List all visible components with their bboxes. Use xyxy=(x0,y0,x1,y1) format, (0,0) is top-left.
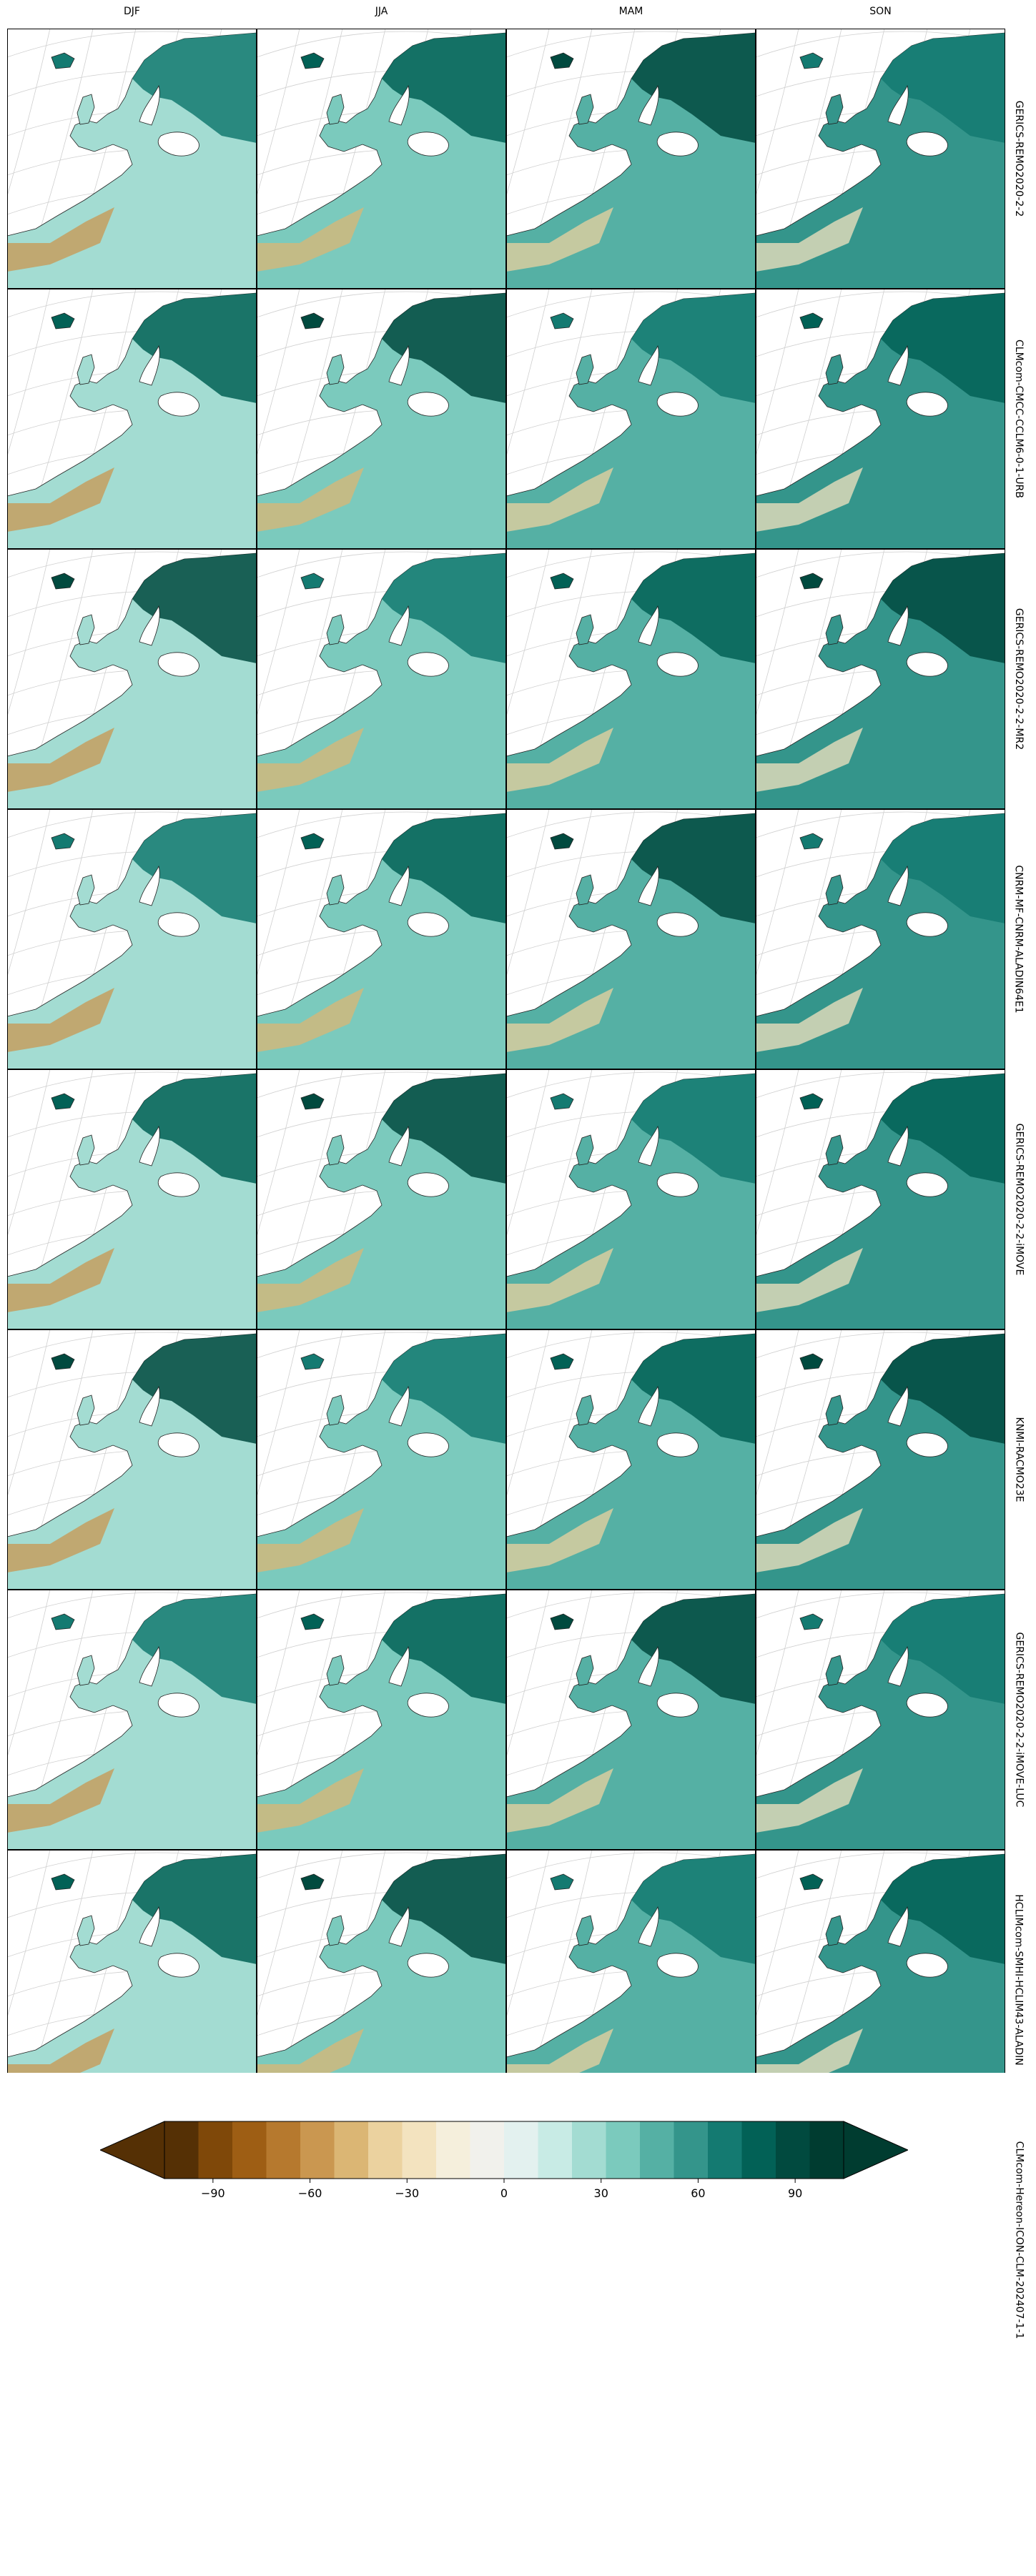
panel-clmcom-cmcc-cclm6-0-1-urb-mam xyxy=(506,289,756,549)
panel-gerics-remo2020-2-2-mam xyxy=(506,29,756,289)
colorbar-segment xyxy=(606,2121,641,2179)
panel-gerics-remo2020-2-2-imove-jja xyxy=(257,1069,506,1329)
colorbar-tick-label: −30 xyxy=(395,2186,419,2200)
colorbar-extend-max xyxy=(843,2121,908,2179)
panel-cnrm-mf-cnrm-aladin64e1-djf xyxy=(7,809,257,1069)
column-title-jja: JJA xyxy=(375,6,388,17)
panel-gerics-remo2020-2-2-imove-luc-mam xyxy=(506,1590,756,1850)
panel-gerics-remo2020-2-2-jja xyxy=(257,29,506,289)
panel-cnrm-mf-cnrm-aladin64e1-mam xyxy=(506,809,756,1069)
colorbar-tick-label: 30 xyxy=(594,2186,608,2200)
panel-gerics-remo2020-2-2-imove-luc-son xyxy=(756,1590,1005,1850)
panel-cnrm-mf-cnrm-aladin64e1-son xyxy=(756,809,1005,1069)
panel-gerics-remo2020-2-2-imove-luc-jja xyxy=(257,1590,506,1850)
colorbar-segment xyxy=(809,2121,844,2179)
panel-gerics-remo2020-2-2-imove-mam xyxy=(506,1069,756,1329)
panel-clmcom-cmcc-cclm6-0-1-urb-son xyxy=(756,289,1005,549)
panel-knmi-racmo23e-djf xyxy=(7,1329,257,1590)
panel-gerics-remo2020-2-2-imove-djf xyxy=(7,1069,257,1329)
column-title-djf: DJF xyxy=(124,6,140,17)
colorbar-tick-label: 60 xyxy=(691,2186,705,2200)
panel-gerics-remo2020-2-2-djf xyxy=(7,29,257,289)
colorbar-segment xyxy=(402,2121,437,2179)
panel-hclimcom-smhi-hclim43-aladin-jja xyxy=(257,1850,506,2073)
colorbar-segment xyxy=(708,2121,742,2179)
colorbar-segment xyxy=(776,2121,810,2179)
row-label-gerics-remo2020-2-2-imove: GERICS-REMO2020-2-2-iMOVE xyxy=(1013,1123,1025,1276)
panel-hclimcom-smhi-hclim43-aladin-son xyxy=(756,1850,1005,2073)
column-title-son: SON xyxy=(869,6,892,17)
panel-gerics-remo2020-2-2-mr2-mam xyxy=(506,549,756,809)
panel-gerics-remo2020-2-2-mr2-djf xyxy=(7,549,257,809)
colorbar: −90 −60 −30 0 30 60 90 xyxy=(100,2121,908,2200)
panel-clmcom-cmcc-cclm6-0-1-urb-jja xyxy=(257,289,506,549)
colorbar-tick-label: 0 xyxy=(500,2186,508,2200)
panel-grid xyxy=(7,29,1005,2073)
colorbar-segment xyxy=(538,2121,573,2179)
colorbar-segment xyxy=(470,2121,505,2179)
panel-knmi-racmo23e-son xyxy=(756,1329,1005,1590)
panel-gerics-remo2020-2-2-mr2-jja xyxy=(257,549,506,809)
row-label-clmcom-cmcc-cclm6-0-1-urb: CLMcom-CMCC-CCLM6-0-1-URB xyxy=(1013,340,1025,498)
colorbar-tick-label: −60 xyxy=(298,2186,322,2200)
colorbar-segment xyxy=(300,2121,335,2179)
row-label-hclimcom-smhi-hclim43-aladin: HCLIMcom-SMHI-HCLIM43-ALADIN xyxy=(1013,1894,1025,2066)
colorbar-segment xyxy=(232,2121,267,2179)
colorbar-segment xyxy=(572,2121,606,2179)
panel-gerics-remo2020-2-2-imove-son xyxy=(756,1069,1005,1329)
panel-gerics-remo2020-2-2-mr2-son xyxy=(756,549,1005,809)
panel-knmi-racmo23e-jja xyxy=(257,1329,506,1590)
row-label-cnrm-mf-cnrm-aladin64e1: CNRM-MF-CNRM-ALADIN64E1 xyxy=(1013,865,1025,1014)
colorbar-tick-label: 90 xyxy=(788,2186,802,2200)
panel-knmi-racmo23e-mam xyxy=(506,1329,756,1590)
colorbar-segment xyxy=(198,2121,233,2179)
row-label-clmcom-hereon-icon-clm-202407-1-1: CLMcom-Hereon-ICON-CLM-202407-1-1 xyxy=(1013,2141,1025,2339)
column-title-mam: MAM xyxy=(618,6,643,17)
row-label-gerics-remo2020-2-2-mr2: GERICS-REMO2020-2-2-MR2 xyxy=(1013,608,1025,750)
panel-gerics-remo2020-2-2-son xyxy=(756,29,1005,289)
colorbar-segment xyxy=(640,2121,674,2179)
row-label-gerics-remo2020-2-2-imove-luc: GERICS-REMO2020-2-2-iMOVE-LUC xyxy=(1013,1632,1025,1808)
panel-clmcom-cmcc-cclm6-0-1-urb-djf xyxy=(7,289,257,549)
panel-gerics-remo2020-2-2-imove-luc-djf xyxy=(7,1590,257,1850)
row-label-knmi-racmo23e: KNMI-RACMO23E xyxy=(1013,1417,1025,1502)
colorbar-segment xyxy=(504,2121,538,2179)
panel-hclimcom-smhi-hclim43-aladin-djf xyxy=(7,1850,257,2073)
panel-hclimcom-smhi-hclim43-aladin-mam xyxy=(506,1850,756,2073)
colorbar-segment xyxy=(436,2121,470,2179)
colorbar-segment xyxy=(741,2121,776,2179)
panel-cnrm-mf-cnrm-aladin64e1-jja xyxy=(257,809,506,1069)
colorbar-extend-min xyxy=(100,2121,165,2179)
colorbar-segment xyxy=(164,2121,199,2179)
colorbar-segment xyxy=(368,2121,403,2179)
colorbar-segment xyxy=(266,2121,301,2179)
colorbar-segment xyxy=(334,2121,369,2179)
row-label-gerics-remo2020-2-2: GERICS-REMO2020-2-2 xyxy=(1013,100,1025,217)
colorbar-tick-label: −90 xyxy=(201,2186,225,2200)
colorbar-segment xyxy=(674,2121,709,2179)
